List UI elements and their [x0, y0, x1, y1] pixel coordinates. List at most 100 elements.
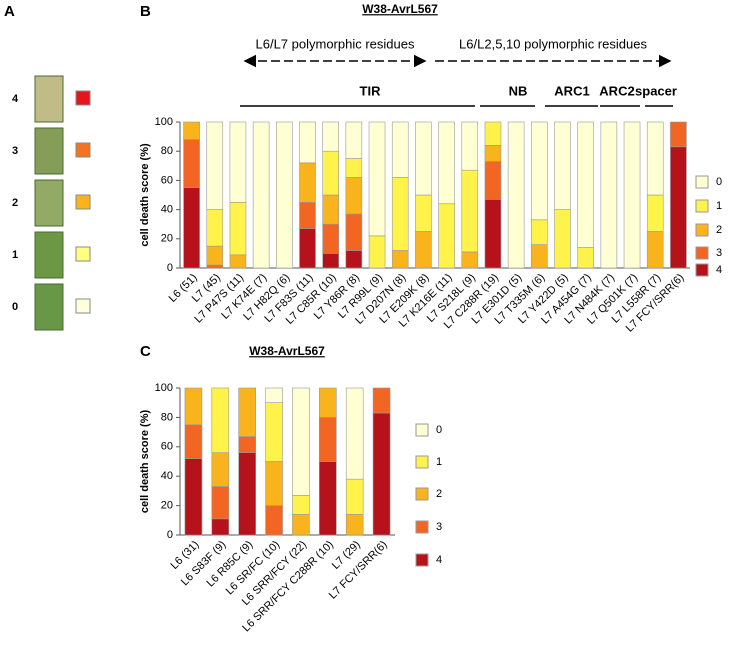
- bar-segment: [211, 486, 230, 520]
- bar-segment: [322, 121, 339, 152]
- legend-label: 0: [716, 176, 722, 188]
- y-tick-label: 20: [161, 233, 173, 245]
- bar-segment: [670, 121, 687, 148]
- bar-segment: [391, 121, 409, 178]
- bar-segment: [484, 161, 502, 200]
- bar-segment: [484, 199, 502, 269]
- bar-segment: [265, 505, 283, 536]
- leaf-image: [35, 284, 63, 330]
- bar-segment: [322, 253, 339, 269]
- bar-segment: [554, 121, 571, 210]
- leaf-image: [35, 76, 63, 122]
- domain-label: NB: [509, 83, 528, 98]
- score-label: 0: [12, 301, 18, 313]
- leaf-image: [34, 231, 64, 279]
- score-label: 1: [12, 249, 18, 261]
- bar-segment: [206, 209, 224, 247]
- bar-segment: [252, 121, 270, 269]
- bar-segment: [265, 387, 283, 403]
- legend-label: 0: [436, 424, 442, 436]
- bar-segment: [184, 387, 203, 426]
- bar-segment: [183, 187, 200, 269]
- leaf-image: [34, 127, 64, 175]
- bar-segment: [554, 209, 571, 269]
- bar-segment: [206, 245, 224, 266]
- domain-label: ARC1: [554, 83, 589, 98]
- legend-swatch: [415, 455, 429, 469]
- bar-segment: [461, 169, 479, 253]
- bar-segment: [265, 461, 283, 506]
- bar-segment: [415, 194, 432, 232]
- legend-label: 1: [716, 200, 722, 212]
- y-tick-label: 20: [161, 500, 173, 512]
- legend-label: 4: [716, 264, 722, 276]
- bar-segment: [276, 121, 293, 269]
- y-tick-label: 100: [155, 382, 173, 394]
- domain-label: ARC2: [599, 83, 634, 98]
- bar-segment: [211, 452, 230, 487]
- bar-segment: [299, 228, 316, 269]
- leaf-image: [35, 180, 63, 226]
- bar-segment: [415, 231, 432, 269]
- bar-segment: [461, 121, 479, 171]
- y-tick-label: 80: [161, 411, 173, 423]
- annotation: L6/L7 polymorphic residues: [256, 36, 415, 51]
- bar-segment: [368, 121, 386, 237]
- legend-swatch: [695, 263, 709, 277]
- bar-segment: [646, 231, 664, 269]
- score-swatch: [75, 194, 91, 210]
- legend-swatch: [415, 423, 429, 437]
- score-swatch: [75, 298, 91, 314]
- bar-segment: [292, 514, 310, 536]
- bar-segment: [531, 121, 548, 221]
- bar-segment: [184, 424, 203, 459]
- chart-title: W38-AvrL567: [362, 2, 438, 16]
- bar-segment: [206, 121, 224, 210]
- y-tick-label: 60: [161, 441, 173, 453]
- legend-swatch: [415, 520, 429, 534]
- bar-segment: [391, 177, 409, 251]
- bar-segment: [577, 247, 594, 269]
- bar-segment: [507, 121, 525, 269]
- bar-segment: [299, 162, 316, 203]
- bar-segment: [229, 202, 247, 256]
- legend-swatch: [415, 487, 429, 501]
- bar-segment: [368, 235, 386, 269]
- bar-segment: [299, 202, 316, 229]
- bar-segment: [646, 121, 664, 196]
- bar-segment: [345, 158, 363, 178]
- leaf-image: [34, 283, 64, 331]
- legend-label: 3: [436, 521, 442, 533]
- bar-segment: [484, 145, 502, 162]
- score-label: 3: [12, 145, 18, 157]
- bar-segment: [345, 478, 364, 515]
- y-tick-label: 60: [161, 174, 173, 186]
- bar-segment: [229, 121, 247, 203]
- bar-segment: [211, 518, 230, 536]
- y-tick-label: 80: [161, 145, 173, 157]
- bar-segment: [484, 121, 502, 146]
- leaf-image: [34, 179, 64, 227]
- bar-segment: [577, 121, 594, 248]
- panel-label: C: [140, 343, 151, 360]
- bar-segment: [372, 412, 391, 536]
- bar-segment: [438, 203, 455, 269]
- chart-title: W38-AvrL567: [249, 344, 325, 358]
- bar-segment: [372, 387, 391, 414]
- bar-segment: [184, 458, 203, 536]
- bar-segment: [670, 146, 687, 269]
- bar-segment: [345, 514, 364, 536]
- bar-segment: [211, 387, 230, 453]
- bar-segment: [183, 139, 200, 189]
- leaf-image: [35, 232, 63, 278]
- leaf-image: [34, 75, 64, 123]
- annotation: L6/L2,5,10 polymorphic residues: [459, 36, 647, 51]
- y-tick-label: 40: [161, 470, 173, 482]
- bar-segment: [461, 251, 479, 269]
- legend-label: 1: [436, 456, 442, 468]
- legend-swatch: [415, 553, 429, 567]
- bar-segment: [319, 461, 337, 536]
- bar-segment: [345, 177, 363, 215]
- bar-segment: [238, 436, 256, 453]
- y-tick-label: 0: [167, 529, 173, 541]
